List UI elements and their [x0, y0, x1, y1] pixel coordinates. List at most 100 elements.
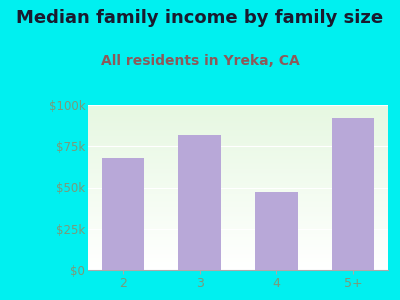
- Bar: [88, 202, 388, 204]
- Bar: [88, 196, 388, 197]
- Bar: [88, 212, 388, 214]
- Bar: [88, 158, 388, 159]
- Bar: [178, 135, 221, 270]
- Bar: [88, 141, 388, 143]
- Bar: [88, 222, 388, 224]
- Bar: [88, 248, 388, 250]
- Bar: [88, 163, 388, 164]
- Bar: [88, 232, 388, 234]
- Bar: [88, 166, 388, 168]
- Bar: [88, 164, 388, 166]
- Bar: [88, 240, 388, 242]
- Bar: [88, 258, 388, 260]
- Bar: [88, 217, 388, 219]
- Bar: [88, 140, 388, 141]
- Bar: [88, 145, 388, 146]
- Bar: [88, 263, 388, 265]
- Bar: [88, 182, 388, 184]
- Bar: [88, 220, 388, 222]
- Bar: [88, 252, 388, 254]
- Bar: [88, 105, 388, 106]
- Bar: [88, 135, 388, 136]
- Bar: [88, 174, 388, 176]
- Bar: [88, 161, 388, 163]
- Bar: [88, 115, 388, 116]
- Bar: [88, 189, 388, 191]
- Bar: [88, 120, 388, 122]
- Bar: [88, 130, 388, 131]
- Bar: [88, 214, 388, 215]
- Bar: [88, 237, 388, 239]
- Text: All residents in Yreka, CA: All residents in Yreka, CA: [101, 54, 299, 68]
- Bar: [88, 244, 388, 245]
- Bar: [88, 169, 388, 171]
- Bar: [88, 181, 388, 182]
- Bar: [88, 128, 388, 130]
- Bar: [102, 158, 144, 270]
- Bar: [88, 138, 388, 140]
- Bar: [88, 172, 388, 174]
- Bar: [88, 123, 388, 125]
- Bar: [88, 199, 388, 201]
- Bar: [88, 146, 388, 148]
- Bar: [88, 176, 388, 178]
- Bar: [88, 191, 388, 193]
- Bar: [88, 215, 388, 217]
- Bar: [88, 268, 388, 270]
- Bar: [88, 178, 388, 179]
- Bar: [88, 265, 388, 267]
- Bar: [88, 149, 388, 151]
- Bar: [88, 179, 388, 181]
- Bar: [88, 122, 388, 123]
- Bar: [88, 209, 388, 211]
- Bar: [88, 227, 388, 229]
- Bar: [88, 136, 388, 138]
- Bar: [88, 186, 388, 188]
- Bar: [88, 148, 388, 149]
- Bar: [88, 131, 388, 133]
- Bar: [88, 230, 388, 232]
- Bar: [88, 193, 388, 194]
- Bar: [88, 154, 388, 156]
- Bar: [88, 151, 388, 153]
- Bar: [88, 206, 388, 207]
- Bar: [88, 168, 388, 169]
- Bar: [88, 116, 388, 118]
- Bar: [88, 143, 388, 145]
- Bar: [88, 153, 388, 154]
- Bar: [88, 188, 388, 189]
- Bar: [88, 197, 388, 199]
- Text: Median family income by family size: Median family income by family size: [16, 9, 384, 27]
- Bar: [88, 171, 388, 172]
- Bar: [88, 262, 388, 263]
- Bar: [88, 226, 388, 227]
- Bar: [88, 234, 388, 235]
- Bar: [88, 247, 388, 248]
- Bar: [88, 207, 388, 209]
- Bar: [88, 254, 388, 255]
- Bar: [88, 184, 388, 186]
- Bar: [88, 108, 388, 110]
- Bar: [88, 156, 388, 158]
- Bar: [88, 267, 388, 268]
- Bar: [88, 201, 388, 202]
- Bar: [88, 211, 388, 212]
- Bar: [88, 250, 388, 252]
- Bar: [88, 159, 388, 161]
- Bar: [88, 239, 388, 240]
- Bar: [88, 245, 388, 247]
- Bar: [88, 110, 388, 112]
- Bar: [88, 224, 388, 226]
- Bar: [88, 126, 388, 128]
- Bar: [88, 194, 388, 196]
- Bar: [88, 125, 388, 126]
- Bar: [88, 242, 388, 244]
- Bar: [88, 204, 388, 206]
- Bar: [88, 112, 388, 113]
- Bar: [88, 260, 388, 262]
- Bar: [88, 118, 388, 120]
- Bar: [88, 229, 388, 230]
- Bar: [88, 113, 388, 115]
- Bar: [88, 255, 388, 257]
- Bar: [88, 106, 388, 108]
